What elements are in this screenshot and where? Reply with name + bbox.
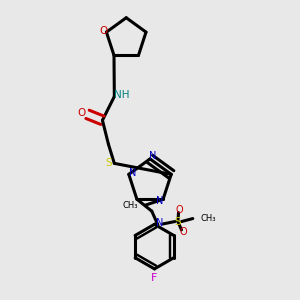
Text: N: N — [129, 168, 136, 178]
Text: N: N — [149, 151, 156, 161]
Text: O: O — [99, 26, 108, 36]
Text: O: O — [77, 108, 86, 118]
Text: O: O — [179, 227, 187, 237]
Text: NH: NH — [114, 90, 130, 100]
Text: N: N — [156, 196, 164, 206]
Text: F: F — [151, 273, 158, 283]
Text: S: S — [106, 158, 112, 168]
Text: O: O — [176, 205, 183, 215]
Text: CH₃: CH₃ — [200, 214, 216, 223]
Text: CH₃: CH₃ — [122, 201, 138, 210]
Text: N: N — [156, 218, 164, 228]
Text: S: S — [175, 217, 181, 226]
